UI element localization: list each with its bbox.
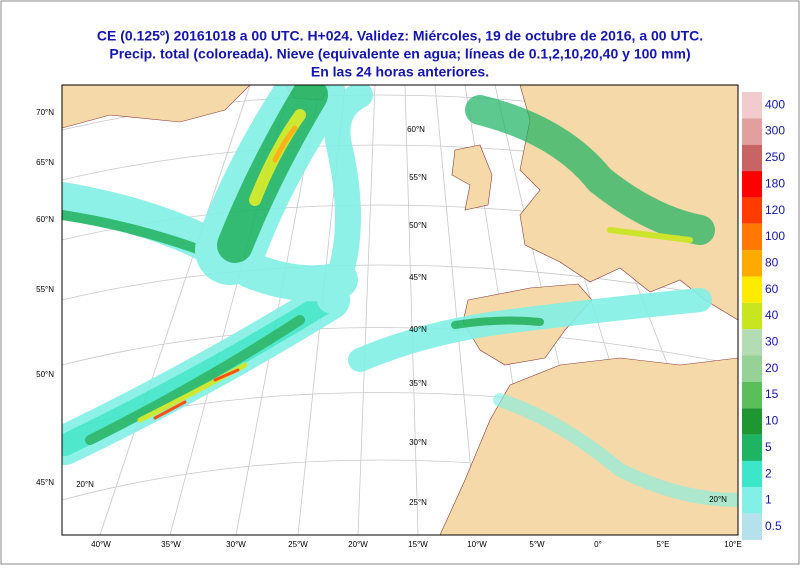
lat-label: 55°N bbox=[36, 285, 54, 294]
legend-label: 10 bbox=[765, 414, 779, 428]
lon-label: 10°W bbox=[467, 540, 487, 549]
grid-label: 35°N bbox=[409, 379, 427, 388]
legend-swatch bbox=[742, 197, 762, 224]
legend-swatch bbox=[742, 92, 762, 119]
legend-label: 1 bbox=[765, 493, 772, 507]
britain bbox=[451, 144, 493, 211]
precip-core bbox=[607, 227, 693, 243]
lon-label: 5°W bbox=[529, 540, 545, 549]
legend-swatch bbox=[742, 171, 762, 198]
lon-label: 35°W bbox=[161, 540, 181, 549]
legend-swatch bbox=[742, 460, 762, 488]
precip-band bbox=[451, 316, 544, 329]
legend-swatch bbox=[742, 329, 762, 356]
lon-label: 0° bbox=[594, 540, 602, 549]
legend-swatch bbox=[742, 302, 762, 330]
greenland bbox=[62, 85, 251, 129]
legend-swatch bbox=[742, 118, 762, 145]
title-line: En las 24 horas anteriores. bbox=[311, 64, 489, 80]
lat-label: 50°N bbox=[36, 370, 54, 379]
grid-label: 50°N bbox=[409, 221, 427, 230]
legend-label: 400 bbox=[765, 97, 785, 111]
legend-label: 0.5 bbox=[765, 519, 782, 533]
legend-label: 120 bbox=[765, 203, 785, 217]
lon-label: 30°W bbox=[226, 540, 246, 549]
grid-label: 20°N bbox=[76, 480, 94, 489]
legend-label: 250 bbox=[765, 150, 785, 164]
annotations: CE (0.125º) 20161018 a 00 UTC. H+024. Va… bbox=[36, 28, 785, 549]
precip-band bbox=[465, 95, 715, 245]
grid-label: 40°N bbox=[409, 325, 427, 334]
grid-label: 25°N bbox=[409, 498, 427, 507]
legend-swatch bbox=[742, 381, 762, 409]
title-line: Precip. total (coloreada). Nieve (equiva… bbox=[109, 46, 690, 62]
legend-label: 100 bbox=[765, 229, 785, 243]
grid-label: 45°N bbox=[409, 273, 427, 282]
precip-band bbox=[493, 393, 738, 507]
lon-label: 20°W bbox=[348, 540, 368, 549]
map-border bbox=[61, 84, 739, 536]
legend-label: 300 bbox=[765, 124, 785, 138]
lat-label: 70°N bbox=[36, 108, 54, 117]
legend-swatch bbox=[742, 513, 762, 540]
legend-swatch bbox=[742, 487, 762, 514]
legend-label: 15 bbox=[765, 387, 779, 401]
title-line: CE (0.125º) 20161018 a 00 UTC. H+024. Va… bbox=[97, 28, 703, 44]
lon-label: 10°E bbox=[724, 540, 741, 549]
lat-label: 65°N bbox=[36, 158, 54, 167]
precip-band bbox=[317, 85, 373, 313]
lat-label: 45°N bbox=[36, 478, 54, 487]
legend-label: 30 bbox=[765, 335, 779, 349]
legend-swatch bbox=[742, 250, 762, 277]
map bbox=[62, 85, 738, 535]
legend-label: 80 bbox=[765, 255, 779, 269]
lat-label: 60°N bbox=[36, 215, 54, 224]
legend-label: 2 bbox=[765, 466, 772, 480]
precipitation bbox=[62, 85, 738, 507]
legend-swatch bbox=[742, 355, 762, 382]
precip-band bbox=[85, 315, 305, 445]
legend-swatch bbox=[742, 223, 762, 251]
legend-label: 5 bbox=[765, 440, 772, 454]
precip-max bbox=[153, 368, 240, 420]
grid-label: 55°N bbox=[409, 173, 427, 182]
grid-label: 60°N bbox=[407, 125, 425, 134]
legend-label: 20 bbox=[765, 361, 779, 375]
lon-label: 15°W bbox=[408, 540, 428, 549]
legend-swatch bbox=[742, 144, 762, 172]
legend-label: 40 bbox=[765, 308, 779, 322]
grid-label: 20°N bbox=[709, 495, 727, 504]
legend-swatch bbox=[742, 434, 762, 461]
legend-swatch bbox=[742, 408, 762, 435]
legend-swatch bbox=[742, 276, 762, 303]
precip-max bbox=[272, 125, 298, 163]
legend-label: 60 bbox=[765, 282, 779, 296]
lon-label: 5°E bbox=[657, 540, 670, 549]
legend-label: 180 bbox=[765, 176, 785, 190]
grid-label: 30°N bbox=[409, 438, 427, 447]
lon-label: 40°W bbox=[91, 540, 111, 549]
lon-label: 25°W bbox=[288, 540, 308, 549]
